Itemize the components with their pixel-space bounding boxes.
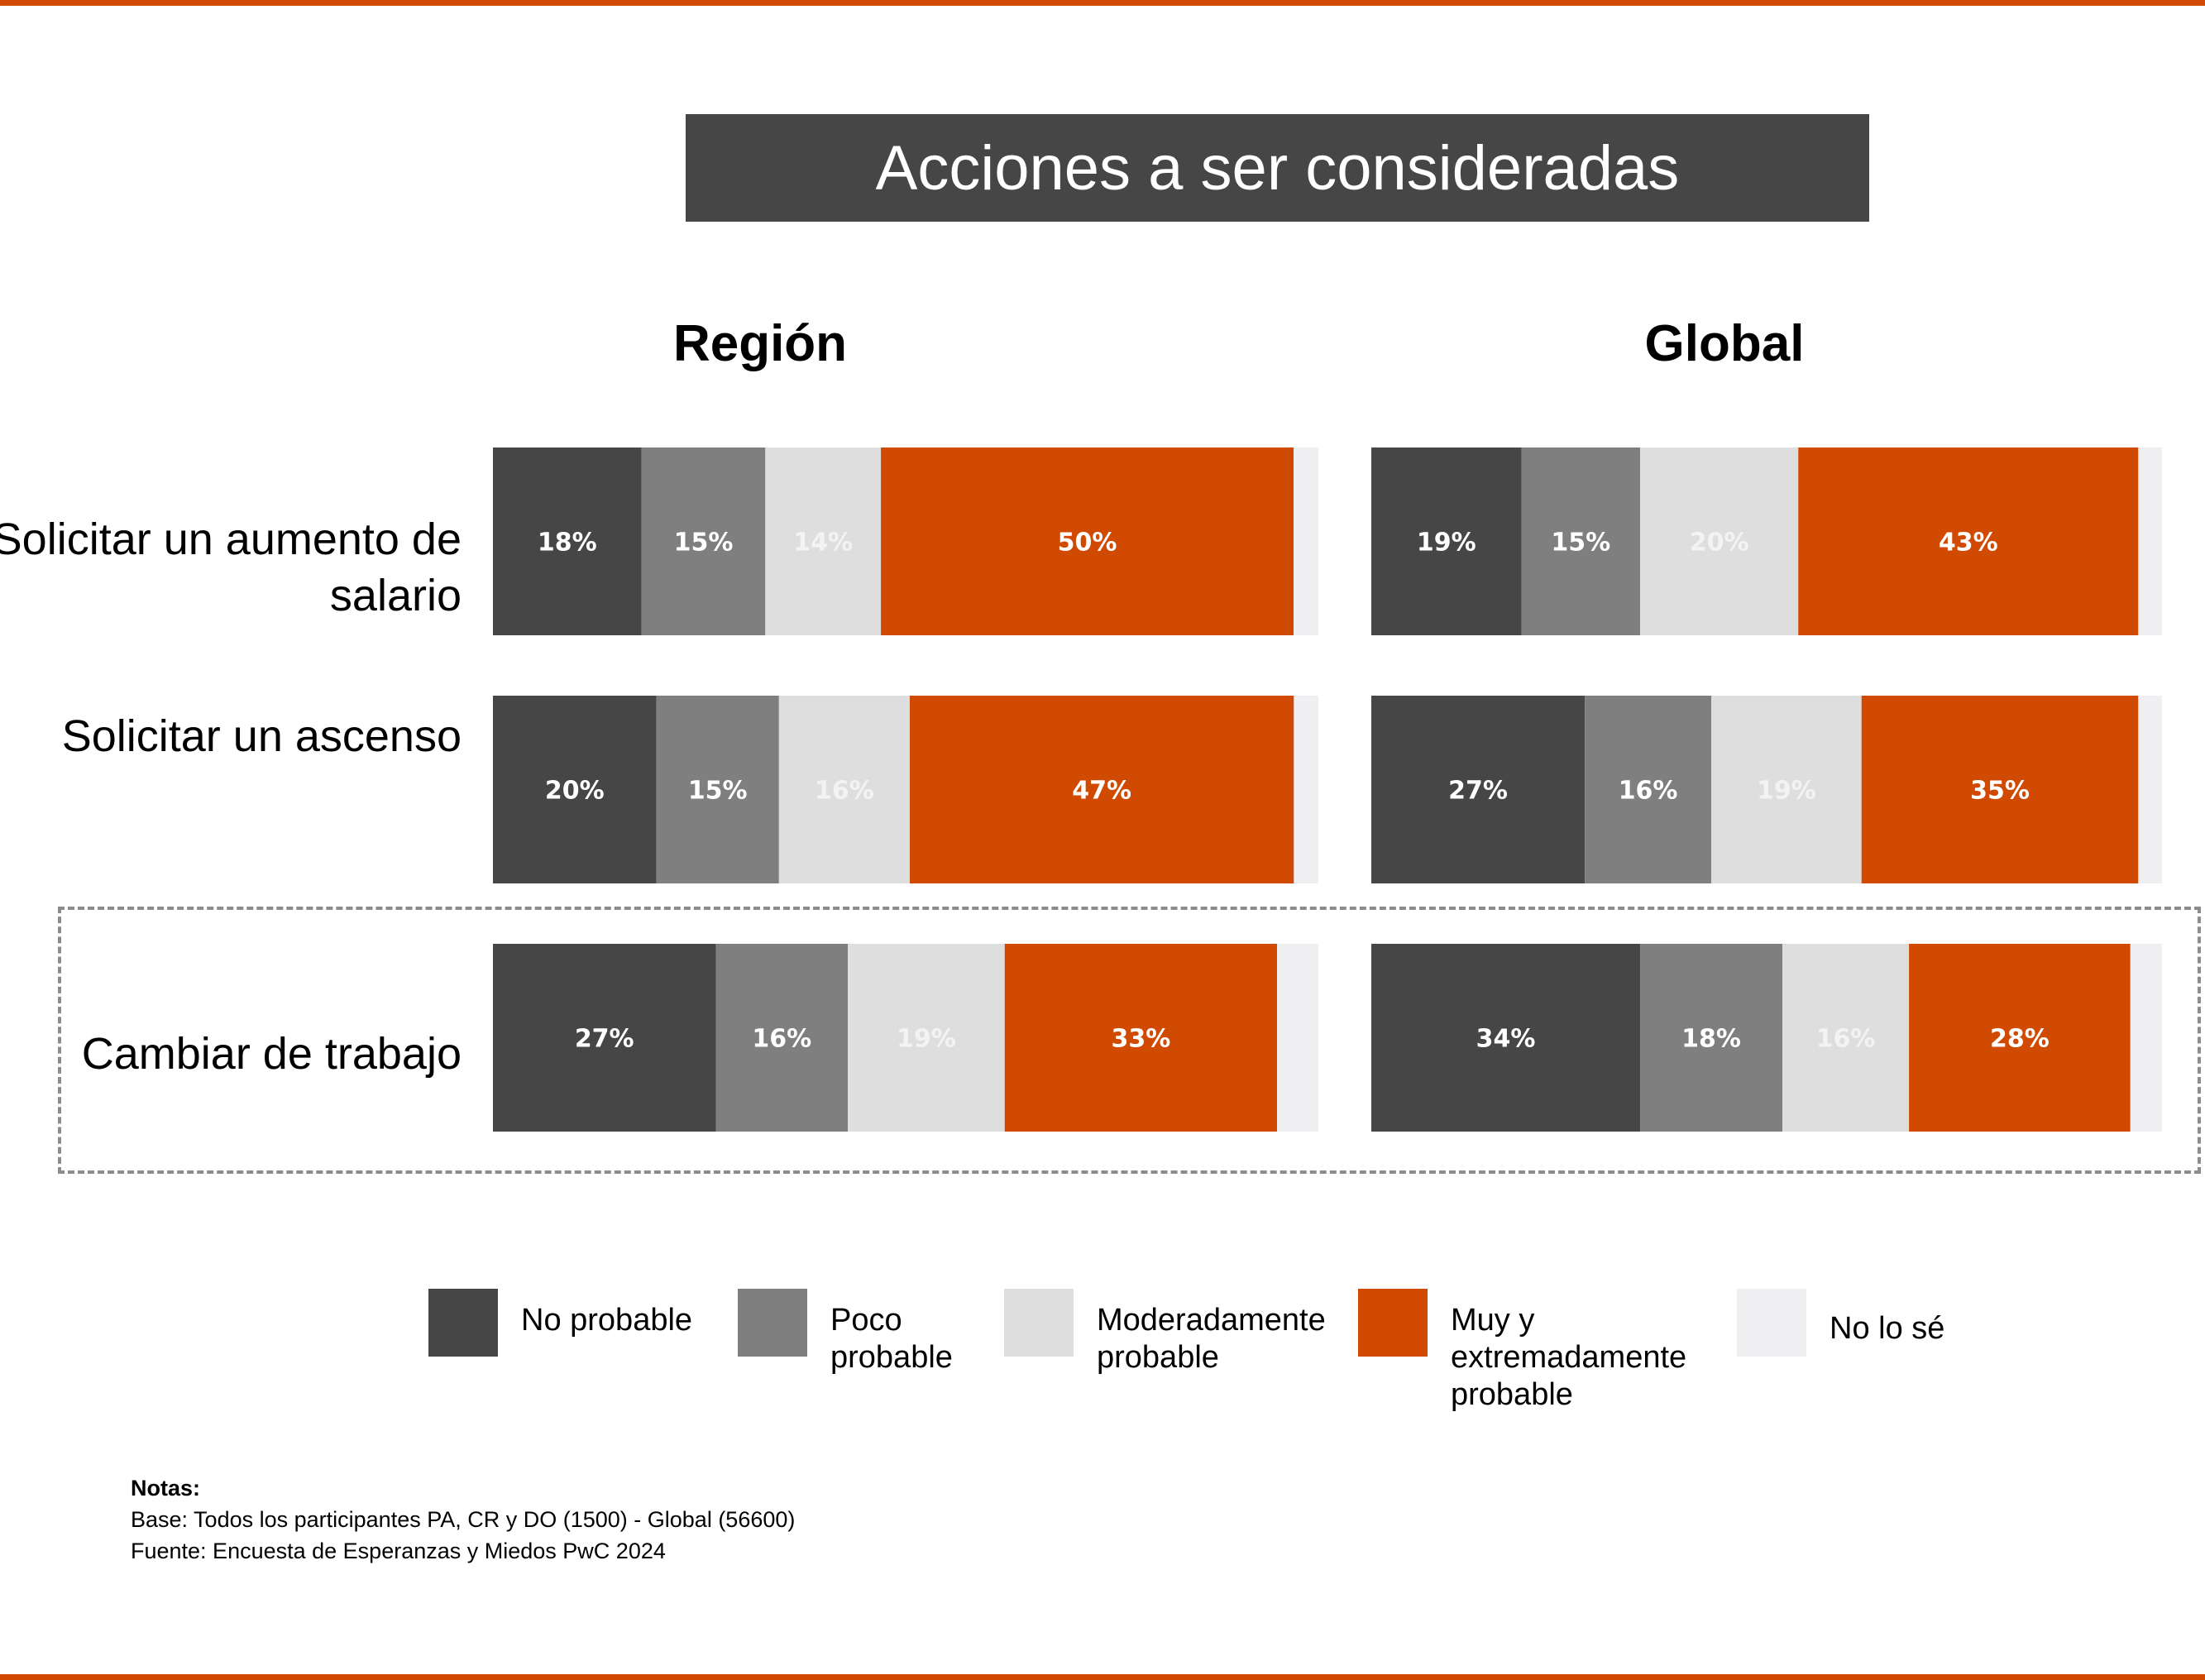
data-label-global-row1-series2: 19% — [1757, 777, 1816, 806]
bar-global-row1-series0 — [1371, 696, 1586, 883]
data-label-region-row0-series2: 14% — [793, 529, 853, 558]
data-label-global-row2-series0: 34% — [1476, 1025, 1536, 1054]
legend-item-muy-probable: Muy y extremadamente probable — [1358, 1289, 1686, 1414]
top-accent-rule — [0, 0, 2205, 6]
legend-item-moderadamente: Moderadamente probable — [1004, 1289, 1326, 1376]
bar-region-row1-series0 — [493, 696, 657, 883]
bar-region-row0-series4 — [1294, 448, 1318, 635]
row-label-aumento: Solicitar un aumento de salario — [0, 515, 462, 620]
legend-swatch — [1358, 1289, 1428, 1357]
bar-global-row1-series1 — [1585, 696, 1712, 883]
notes: Notas: Base: Todos los participantes PA,… — [131, 1472, 795, 1567]
bar-region-row2-series2 — [848, 944, 1005, 1132]
data-label-global-row1-series3: 35% — [1970, 777, 2030, 806]
bar-region-row2-series1 — [715, 944, 849, 1132]
legend-swatch — [1004, 1289, 1074, 1357]
notes-heading: Notas: — [131, 1476, 201, 1501]
data-label-region-row1-series1: 15% — [688, 777, 748, 806]
panel-title-region: Región — [672, 315, 848, 372]
bar-region-row1-series1 — [656, 696, 779, 883]
bar-global-row1-series3 — [1861, 696, 2139, 883]
bar-region-row0-series3 — [881, 448, 1294, 635]
data-label-global-row0-series1: 15% — [1551, 529, 1610, 558]
data-label-region-row2-series3: 33% — [1112, 1025, 1171, 1054]
bar-global-row2-series4 — [2130, 944, 2162, 1132]
legend-swatch — [738, 1289, 807, 1357]
legend-label: Moderadamente probable — [1097, 1303, 1326, 1375]
data-label-region-row0-series1: 15% — [674, 529, 734, 558]
legend-label: Poco probable — [830, 1303, 953, 1375]
data-label-region-row1-series0: 20% — [545, 777, 605, 806]
bar-region-row1-series2 — [778, 696, 910, 883]
notes-source: Fuente: Encuesta de Esperanzas y Miedos … — [131, 1539, 666, 1563]
legend-swatch — [1737, 1289, 1806, 1357]
data-label-global-row2-series2: 16% — [1816, 1025, 1876, 1054]
bar-region-row2-series0 — [493, 944, 716, 1132]
data-label-region-row0-series3: 50% — [1058, 529, 1117, 558]
bar-region-row0-series0 — [493, 448, 642, 635]
bar-region-row1-series4 — [1294, 696, 1318, 883]
data-label-global-row0-series2: 20% — [1690, 529, 1749, 558]
panel-title-global: Global — [1644, 315, 1805, 372]
bar-global-row0-series0 — [1371, 448, 1522, 635]
bar-global-row2-series2 — [1782, 944, 1910, 1132]
bar-global-row1-series2 — [1711, 696, 1862, 883]
row-label-ascenso: Solicitar un ascenso — [61, 711, 462, 761]
row-label-cambiar: Cambiar de trabajo — [81, 1029, 462, 1079]
legend-label: No probable — [521, 1303, 693, 1338]
bottom-accent-rule — [0, 1674, 2205, 1680]
chart-title: Acciones a ser consideradas — [686, 114, 1869, 222]
data-label-global-row0-series3: 43% — [1939, 529, 1998, 558]
data-label-global-row2-series3: 28% — [1990, 1025, 2050, 1054]
legend-item-no-lo-se: No lo sé — [1737, 1289, 1944, 1357]
data-label-region-row1-series2: 16% — [815, 777, 874, 806]
bar-global-row0-series1 — [1521, 448, 1641, 635]
bar-global-row2-series0 — [1371, 944, 1641, 1132]
legend-swatch — [428, 1289, 498, 1357]
legend-label: No lo sé — [1830, 1311, 1945, 1346]
bar-region-row0-series2 — [765, 448, 882, 635]
data-label-region-row0-series0: 18% — [538, 529, 597, 558]
legend-label: Muy y extremadamente probable — [1451, 1303, 1687, 1412]
data-label-region-row1-series3: 47% — [1072, 777, 1131, 806]
notes-base: Base: Todos los participantes PA, CR y D… — [131, 1507, 796, 1532]
data-label-global-row2-series1: 18% — [1681, 1025, 1741, 1054]
bar-region-row2-series3 — [1004, 944, 1278, 1132]
bar-region-row0-series1 — [641, 448, 766, 635]
bar-region-row1-series3 — [909, 696, 1294, 883]
data-label-global-row1-series1: 16% — [1619, 777, 1678, 806]
bar-global-row0-series3 — [1798, 448, 2139, 635]
highlight-box-cambiar — [58, 907, 2201, 1174]
bar-global-row2-series3 — [1909, 944, 2131, 1132]
data-label-region-row2-series2: 19% — [897, 1025, 956, 1054]
bar-region-row2-series4 — [1277, 944, 1318, 1132]
data-label-global-row0-series0: 19% — [1417, 529, 1476, 558]
data-label-region-row2-series1: 16% — [752, 1025, 811, 1054]
legend-item-no-probable: No probable — [428, 1289, 692, 1357]
bar-global-row2-series1 — [1640, 944, 1783, 1132]
bar-global-row0-series4 — [2138, 448, 2162, 635]
data-label-global-row1-series0: 27% — [1448, 777, 1508, 806]
bar-global-row0-series2 — [1640, 448, 1799, 635]
data-label-region-row2-series0: 27% — [575, 1025, 634, 1054]
legend-item-poco-probable: Poco probable — [738, 1289, 953, 1376]
bar-global-row1-series4 — [2138, 696, 2162, 883]
